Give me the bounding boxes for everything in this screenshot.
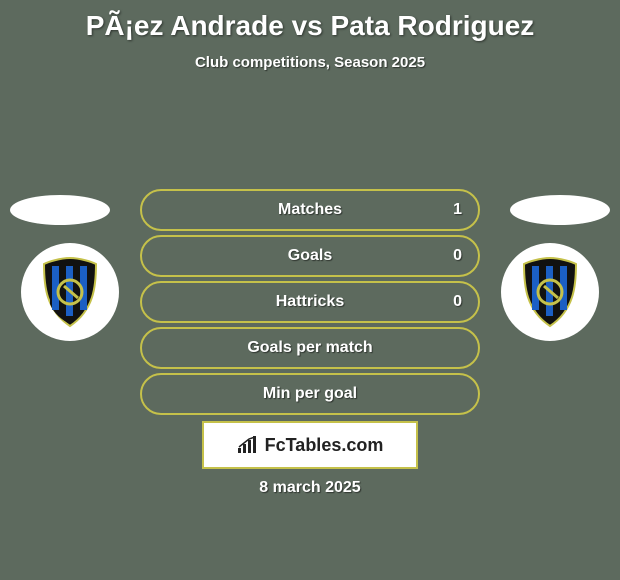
stat-value-right: 0 xyxy=(453,247,462,265)
stat-label: Matches xyxy=(278,201,342,219)
stat-label: Goals xyxy=(288,247,332,265)
club-badge-left xyxy=(21,243,119,341)
brand-box: FcTables.com xyxy=(202,421,418,469)
date-label: 8 march 2025 xyxy=(0,479,620,497)
brand-text: FcTables.com xyxy=(265,435,384,456)
stat-row: Goals 0 xyxy=(140,235,480,277)
stat-label: Goals per match xyxy=(247,339,372,357)
stats-list: Matches 1 Goals 0 Hattricks 0 Goals per … xyxy=(140,189,480,419)
club-badge-right xyxy=(501,243,599,341)
shield-icon xyxy=(520,256,580,328)
subtitle: Club competitions, Season 2025 xyxy=(0,54,620,71)
stat-value-right: 1 xyxy=(453,201,462,219)
stat-row: Min per goal xyxy=(140,373,480,415)
stat-label: Min per goal xyxy=(263,385,357,403)
stat-row: Matches 1 xyxy=(140,189,480,231)
chart-icon xyxy=(237,436,259,454)
shield-icon xyxy=(40,256,100,328)
page-title: PÃ¡ez Andrade vs Pata Rodriguez xyxy=(0,0,620,42)
stat-label: Hattricks xyxy=(276,293,344,311)
player-right-ellipse xyxy=(510,195,610,225)
stat-row: Hattricks 0 xyxy=(140,281,480,323)
player-left-ellipse xyxy=(10,195,110,225)
stat-row: Goals per match xyxy=(140,327,480,369)
stat-value-right: 0 xyxy=(453,293,462,311)
